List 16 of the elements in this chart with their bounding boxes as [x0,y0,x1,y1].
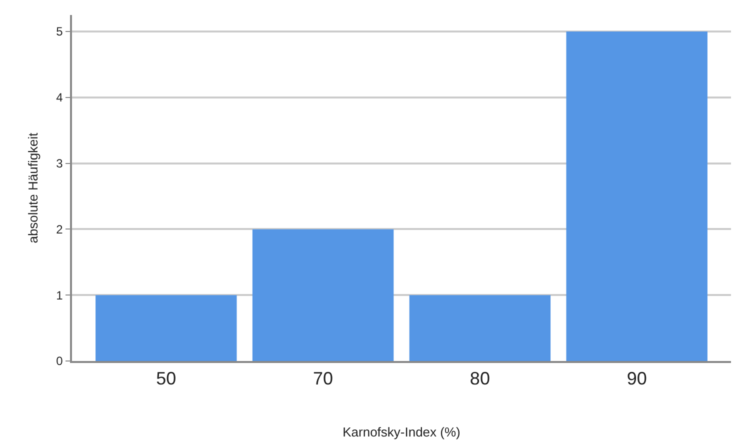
bar [252,229,394,361]
x-tick-label: 80 [470,368,490,388]
y-tick-label: 3 [56,156,64,170]
y-tick-label: 1 [56,288,64,302]
x-tick-label: 90 [626,368,647,388]
x-axis-title: Karnofsky-Index (%) [342,424,460,440]
bar [96,295,237,361]
x-tick-label: 50 [156,368,176,388]
y-tick-label: 2 [56,222,64,236]
y-axis-title: absolute Häufigkeit [26,132,41,244]
y-tick-label: 5 [56,24,64,39]
y-tick-label: 0 [56,354,64,368]
y-tick-label: 4 [56,90,64,105]
bar [566,31,708,361]
bar [409,295,551,361]
x-tick-label: 70 [313,368,334,388]
